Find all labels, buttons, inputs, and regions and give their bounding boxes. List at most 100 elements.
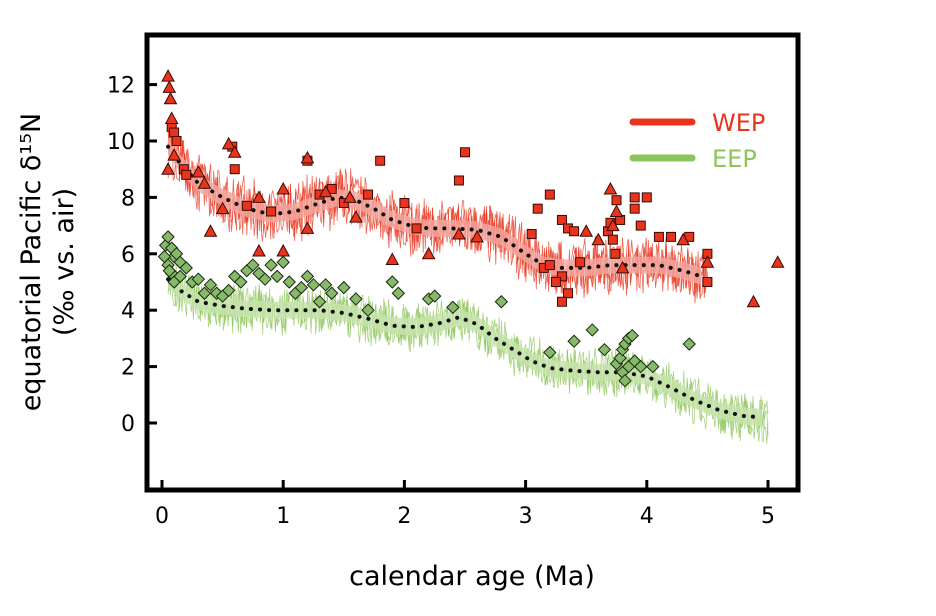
eep-diamond-marker [427, 289, 442, 303]
legend: WEP EEP [629, 109, 765, 173]
wep-square-marker [453, 175, 464, 186]
legend-label-wep: WEP [712, 109, 765, 137]
x-tick-label: 1 [276, 504, 290, 529]
y-tick-label: 4 [121, 299, 135, 324]
x-tick-label: 3 [519, 504, 533, 529]
wep-square-marker [338, 198, 349, 209]
wep-triangle-marker [162, 80, 177, 93]
plot-frame [144, 32, 801, 493]
wep-smoothed-trend [166, 144, 704, 279]
wep-triangle-marker [163, 91, 178, 105]
eep-diamond-marker [625, 328, 639, 343]
wep-triangle-marker [215, 201, 230, 215]
eep-diamond-marker [494, 295, 509, 309]
eep-diamond-marker [294, 280, 309, 295]
eep-diamond-marker [634, 359, 648, 374]
wep-square-marker [653, 231, 664, 242]
wep-square-marker [171, 136, 182, 146]
wep-square-marker [556, 271, 567, 282]
eep-diamond-marker [682, 337, 696, 351]
wep-square-marker [666, 231, 677, 242]
wep-square-marker [181, 169, 192, 180]
x-tick-label: 4 [640, 504, 654, 529]
eep-diamond-marker [318, 278, 333, 292]
y-tick-label: 12 [107, 74, 135, 99]
wep-triangle-marker [579, 224, 594, 237]
wep-square-marker [635, 220, 646, 231]
eep-diamond-marker [157, 249, 172, 264]
x-axis: 0 1 2 3 4 5 [155, 480, 775, 529]
eep-diamond-marker [179, 261, 193, 275]
eep-diamond-marker [446, 300, 460, 315]
wep-uncertainty-band [168, 138, 702, 285]
eep-diamond-marker [646, 359, 660, 374]
wep-triangle-marker [300, 221, 315, 234]
wep-triangle-marker [164, 111, 179, 124]
wep-square-marker [556, 296, 567, 307]
wep-square-marker [532, 203, 543, 214]
wep-triangle-marker [746, 294, 761, 308]
wep-square-marker [629, 203, 640, 214]
wep-square-marker [610, 248, 621, 259]
wep-triangle-marker [421, 246, 436, 260]
eep-diamond-marker [349, 292, 363, 306]
wep-square-marker [575, 257, 586, 268]
eep-diamond-marker [385, 275, 399, 289]
y-tick-label: 2 [121, 356, 135, 381]
eep-diamond-marker [276, 255, 290, 269]
eep-diamond-marker [597, 342, 612, 357]
wep-square-marker [629, 192, 640, 203]
wep-triangle-marker [191, 164, 206, 178]
wep-triangle-marker [676, 232, 691, 246]
y-axis-title-line1: equatorial Pacific δ¹⁵N [16, 113, 47, 412]
eep-diamond-marker [162, 264, 176, 278]
wep-triangle-marker [343, 190, 357, 203]
eep-diamond-marker [191, 272, 206, 286]
wep-square-marker [169, 127, 180, 138]
wep-square-marker [460, 147, 470, 158]
eep-diamond-marker [312, 295, 327, 309]
wep-square-marker [229, 164, 240, 175]
wep-square-marker [399, 198, 410, 209]
eep-diamond-marker [161, 230, 175, 244]
wep-triangle-marker [470, 229, 484, 243]
wep-triangle-marker [606, 218, 620, 232]
eep-diamond-marker [618, 373, 632, 388]
wep-triangle-marker [609, 204, 624, 217]
wep-triangle-marker [700, 255, 715, 268]
wep-square-marker [641, 192, 652, 203]
y-tick-label: 0 [121, 412, 135, 437]
wep-square-marker [607, 234, 618, 245]
wep-triangle-marker [452, 227, 466, 240]
wep-square-marker [544, 260, 555, 271]
y-axis: 0 2 4 6 8 10 12 [107, 74, 157, 437]
wep-square-marker [563, 288, 574, 299]
x-tick-label: 0 [155, 504, 169, 529]
eep-diamond-marker [246, 258, 260, 272]
wep-triangle-marker [227, 145, 242, 158]
wep-square-marker [550, 277, 561, 287]
eep-diamond-marker [361, 303, 375, 317]
wep-triangle-marker [161, 162, 175, 175]
wep-triangle-marker [276, 243, 291, 257]
y-tick-label: 6 [121, 243, 135, 268]
eep-diamond-marker [543, 345, 557, 360]
eep-diamond-marker [567, 334, 581, 348]
wep-square-marker [266, 206, 277, 217]
wep-triangle-marker [603, 181, 618, 195]
wep-triangle-marker [591, 232, 606, 246]
wep-triangle-marker [161, 69, 175, 82]
eep-raw-line [167, 264, 769, 443]
eep-diamond-marker [391, 286, 406, 300]
eep-diamond-marker [585, 323, 599, 337]
eep-uncertainty-band [168, 270, 762, 426]
wep-square-marker [702, 277, 713, 287]
eep-diamond-marker [234, 275, 248, 289]
wep-triangle-marker [300, 150, 315, 164]
wep-square-marker [411, 223, 422, 234]
wep-triangle-marker [167, 148, 181, 161]
wep-triangle-marker [252, 190, 266, 203]
wep-triangle-marker [276, 181, 291, 195]
wep-triangle-marker [385, 252, 400, 265]
